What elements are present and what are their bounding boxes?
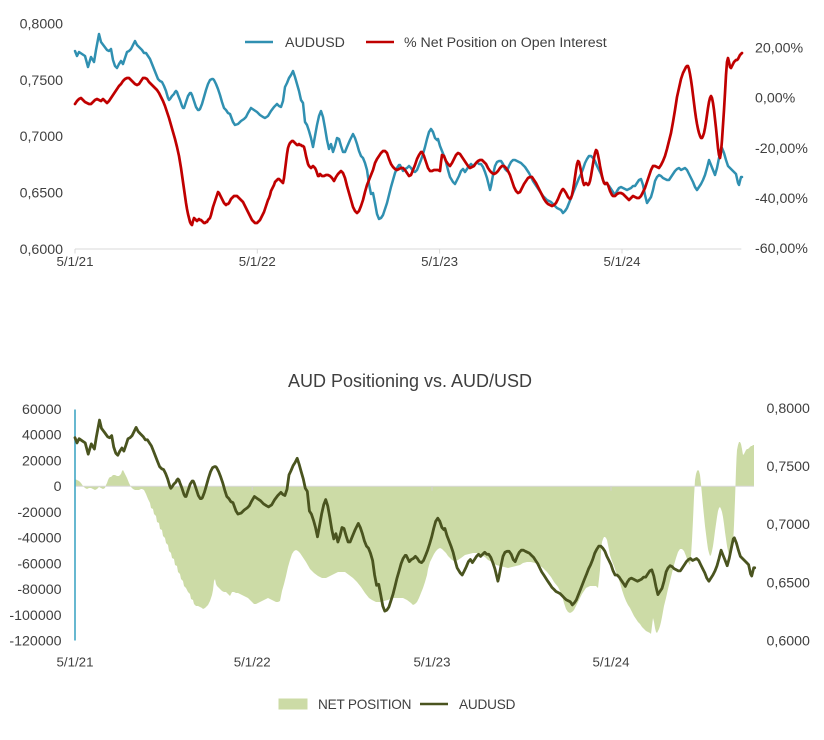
svg-text:0,7000: 0,7000	[20, 129, 64, 145]
svg-text:-120000: -120000	[9, 634, 61, 650]
svg-text:0,00%: 0,00%	[755, 91, 796, 107]
svg-text:-100000: -100000	[9, 608, 61, 624]
svg-text:-60000: -60000	[17, 556, 61, 572]
svg-text:0: 0	[54, 479, 62, 495]
svg-text:-60,00%: -60,00%	[755, 241, 808, 257]
svg-text:60000: 60000	[22, 402, 62, 418]
svg-text:5/1/21: 5/1/21	[57, 655, 94, 670]
svg-text:-80000: -80000	[17, 582, 61, 598]
svg-text:5/1/22: 5/1/22	[234, 655, 271, 670]
svg-text:-20000: -20000	[17, 505, 61, 521]
svg-text:% Net Position on Open Interes: % Net Position on Open Interest	[404, 35, 607, 51]
svg-text:20000: 20000	[22, 453, 62, 469]
svg-text:AUDUSD: AUDUSD	[459, 697, 516, 712]
svg-text:5/1/23: 5/1/23	[414, 655, 451, 670]
svg-text:40000: 40000	[22, 428, 62, 444]
svg-text:-20,00%: -20,00%	[755, 141, 808, 157]
svg-text:20,00%: 20,00%	[755, 41, 804, 57]
svg-text:0,6500: 0,6500	[767, 575, 811, 591]
svg-text:0,7000: 0,7000	[767, 517, 811, 533]
svg-text:0,8000: 0,8000	[20, 17, 64, 33]
svg-text:-40000: -40000	[17, 531, 61, 547]
svg-text:5/1/23: 5/1/23	[421, 254, 458, 269]
svg-text:5/1/21: 5/1/21	[57, 254, 94, 269]
svg-text:0,7500: 0,7500	[20, 73, 64, 89]
svg-text:5/1/24: 5/1/24	[604, 254, 641, 269]
svg-text:0,7500: 0,7500	[767, 459, 811, 475]
svg-text:-40,00%: -40,00%	[755, 191, 808, 207]
svg-text:AUD Positioning vs. AUD/USD: AUD Positioning vs. AUD/USD	[288, 371, 532, 391]
svg-text:0,6000: 0,6000	[767, 634, 811, 650]
svg-text:0,6000: 0,6000	[20, 242, 64, 258]
svg-text:NET POSITION: NET POSITION	[318, 697, 411, 712]
svg-text:AUDUSD: AUDUSD	[285, 35, 345, 51]
svg-text:5/1/22: 5/1/22	[239, 254, 276, 269]
svg-text:5/1/24: 5/1/24	[593, 655, 630, 670]
svg-text:0,8000: 0,8000	[767, 401, 811, 417]
svg-text:0,6500: 0,6500	[20, 186, 64, 202]
